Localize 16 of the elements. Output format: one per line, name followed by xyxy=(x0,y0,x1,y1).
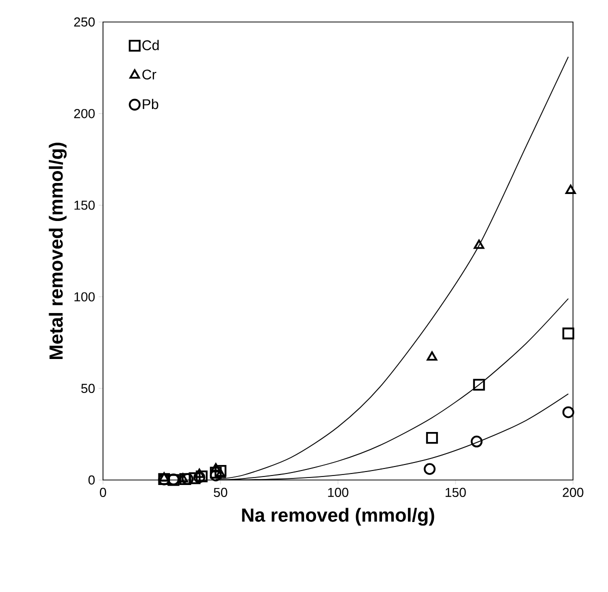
legend-label: Cr xyxy=(142,70,156,80)
y-tick-label: 250 xyxy=(74,17,95,27)
y-tick-label: 150 xyxy=(74,200,95,210)
x-tick-label: 100 xyxy=(328,488,348,498)
y-tick-label: 200 xyxy=(74,108,95,118)
legend-label: Pb xyxy=(142,98,158,110)
x-tick-label: 150 xyxy=(446,488,466,498)
y-tick-label: 50 xyxy=(81,384,95,393)
x-tick-label: 0 xyxy=(100,488,106,498)
x-tick-label: 200 xyxy=(562,488,584,498)
y-axis-title: Metal removed (mmol/g) xyxy=(48,142,67,359)
y-tick-label: 100 xyxy=(74,292,95,302)
legend-label: Cd xyxy=(142,40,159,50)
y-tick-label: 0 xyxy=(88,475,95,485)
x-tick-label: 50 xyxy=(214,488,228,498)
x-axis-title: Na removed (mmol/g) xyxy=(242,508,434,526)
